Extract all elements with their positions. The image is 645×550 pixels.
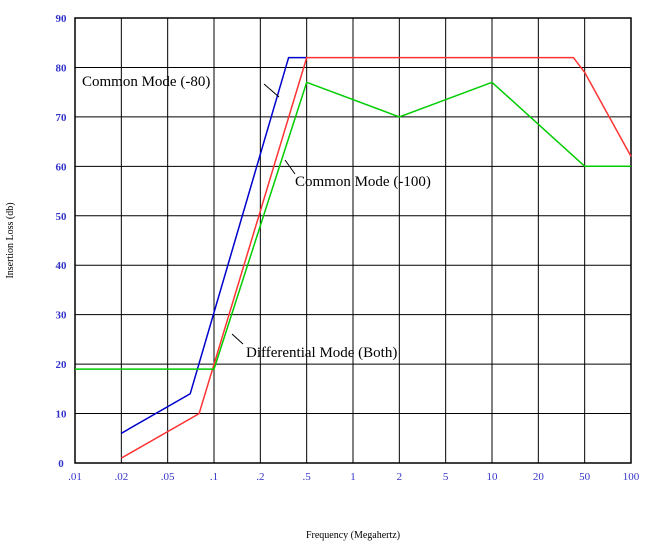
y-tick-label: 80 — [56, 62, 68, 74]
series-line-1 — [120, 56, 307, 434]
x-tick-label: 1 — [350, 471, 356, 483]
x-tick-label: .01 — [68, 471, 82, 483]
y-tick-label: 50 — [56, 211, 68, 223]
y-tick-label: 0 — [58, 458, 64, 470]
y-tick-label: 90 — [56, 13, 68, 25]
series-line-3 — [75, 81, 631, 370]
series-line-2 — [120, 56, 632, 459]
y-axis-title: Insertion Loss (db) — [5, 202, 16, 278]
y-tick-label: 60 — [56, 161, 68, 173]
series-annotation: Common Mode (-100) — [295, 174, 431, 190]
annotation-leader — [284, 159, 296, 175]
series-annotation: Common Mode (-80) — [82, 74, 210, 90]
x-tick-label: .1 — [210, 471, 218, 483]
series-annotation: Differential Mode (Both) — [246, 345, 397, 361]
tick-labels: .01 .02 .05 .1 .2 .5 1 2 5 10 20 50 100 0 10 20 30 40 50 60… — [56, 13, 640, 483]
annotation-leader — [263, 83, 280, 98]
x-tick-label: 10 — [487, 471, 499, 483]
y-tick-label: 30 — [56, 310, 68, 322]
x-tick-label: .02 — [114, 471, 128, 483]
y-tick-label: 10 — [56, 409, 68, 421]
annotations: Common Mode (-80) Common Mode (-100) Diffe… — [82, 74, 431, 361]
y-tick-label: 40 — [56, 260, 68, 272]
annotation-leader — [231, 333, 244, 345]
x-axis-title: Frequency (Megahertz) — [306, 530, 400, 541]
x-tick-label: 5 — [443, 471, 449, 483]
x-tick-label: .2 — [256, 471, 264, 483]
grid — [74, 17, 632, 464]
x-tick-label: 2 — [397, 471, 403, 483]
series-lines — [75, 56, 632, 459]
y-tick-label: 20 — [56, 359, 68, 371]
x-tick-label: 50 — [579, 471, 591, 483]
x-tick-label: 20 — [533, 471, 545, 483]
x-tick-label: .05 — [161, 471, 175, 483]
y-tick-label: 70 — [56, 112, 68, 124]
x-tick-label: .5 — [303, 471, 312, 483]
x-tick-label: 100 — [623, 471, 640, 483]
